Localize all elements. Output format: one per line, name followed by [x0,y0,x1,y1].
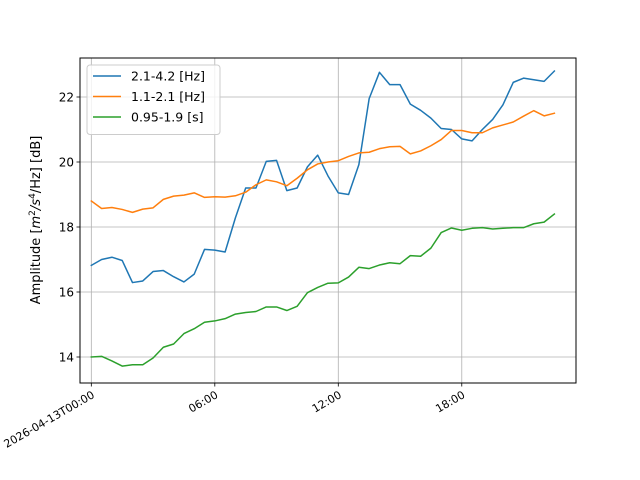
legend-label-3: 0.95-1.9 [s] [131,110,203,125]
y-tick-label: 22 [59,91,74,105]
legend: 2.1-4.2 [Hz] 1.1-2.1 [Hz] 0.95-1.9 [s] [86,64,221,135]
series-line-2 [90,109,556,214]
series-line-3 [90,212,556,367]
y-axis-label-part-7: /Hz] [dB] [29,136,44,194]
y-axis-label: Amplitude [m2/s4/Hz] [dB] [28,136,44,305]
series-line-1 [90,69,556,284]
y-axis-label-part-3: 2 [28,210,38,216]
plot-frame [79,57,577,384]
y-axis-label-part-1: Amplitude [ [29,228,44,304]
y-tick-label: 18 [59,221,74,235]
y-axis-label-part-6: 4 [28,193,38,199]
y-axis-label-part-5: s [29,199,44,206]
series-lines [90,69,556,367]
y-tick-label: 20 [59,156,74,170]
y-tick-label: 16 [59,286,74,300]
legend-label-1: 2.1-4.2 [Hz] [131,69,205,84]
legend-label-2: 1.1-2.1 [Hz] [131,89,205,104]
y-axis-label-part-2: m [29,216,44,229]
y-axis-label-part-4: / [29,204,44,211]
y-tick-label: 14 [59,351,74,365]
